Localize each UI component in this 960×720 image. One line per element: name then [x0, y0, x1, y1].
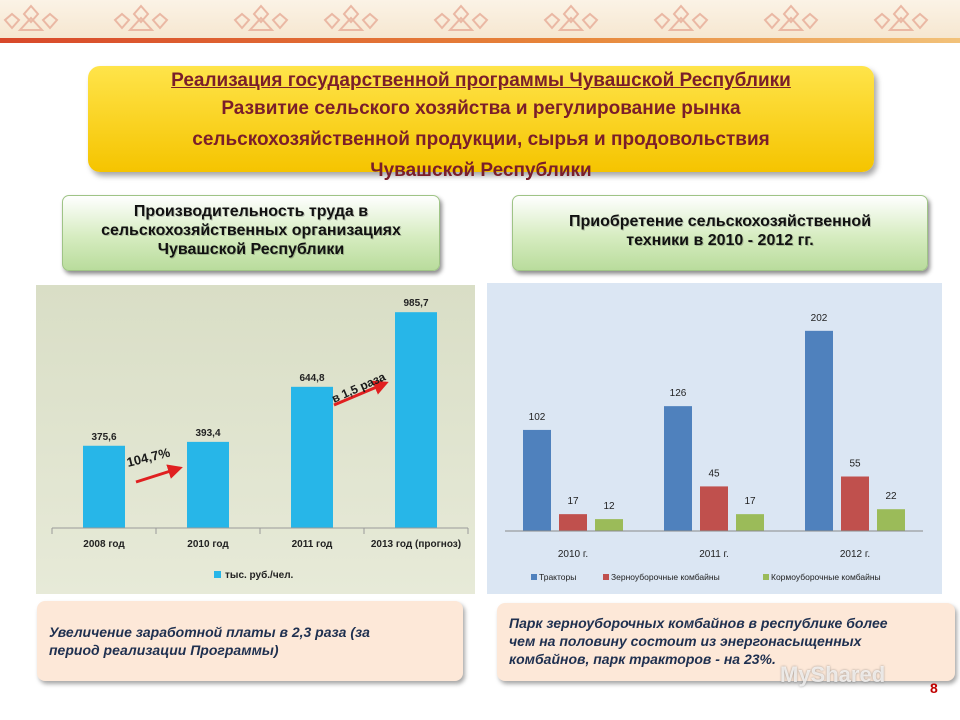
productivity-bar	[291, 386, 333, 528]
watermark-text: MyShared	[780, 662, 886, 687]
machinery-category-label: 2011 г.	[699, 549, 729, 560]
legend-swatch	[531, 574, 537, 580]
growth-arrow-icon	[333, 380, 389, 407]
machinery-bar	[805, 330, 833, 531]
machinery-value-label: 202	[811, 313, 828, 324]
program-subtitle-line-3: Чувашской Республики	[370, 160, 592, 181]
machinery-chart-panel: 2010 г. 2011 г. 2012 г. 102 126 202 17 45 55 12 1…	[487, 283, 942, 594]
productivity-chart: 2008 год 2010 год 2011 год 2013 год (прогно…	[51, 298, 469, 581]
productivity-chart-panel: 2008 год 2010 год 2011 год 2013 год (прогно…	[36, 285, 475, 594]
header-divider	[0, 38, 960, 43]
legend-swatch	[603, 574, 609, 580]
ornament-icon	[873, 4, 929, 31]
salary-note-line-2: период реализации Программы)	[49, 642, 279, 658]
legend-label: тыс. руб./чел.	[225, 569, 294, 581]
machinery-bar	[559, 514, 587, 531]
machinery-value-label: 102	[529, 412, 546, 423]
machinery-header-line-2: техники в 2010 - 2012 гг.	[626, 232, 814, 249]
machinery-bar	[523, 429, 551, 531]
ornament-icon	[543, 4, 599, 31]
machinery-value-label: 55	[849, 459, 861, 470]
machinery-category-label: 2012 г.	[840, 549, 870, 560]
ornament-icon	[323, 4, 379, 31]
labor-header-line-3: Чувашской Республики	[157, 241, 345, 258]
machinery-value-label: 17	[567, 496, 579, 507]
fleet-note-line-2: чем на половину состоит из энергонасыщен…	[509, 633, 862, 649]
labor-header-line-2: сельскохозяйственных организациях	[101, 222, 401, 239]
salary-note: Увеличение заработной платы в 2,3 раза (…	[37, 601, 463, 681]
ornament-icon	[653, 4, 709, 31]
machinery-chart: 2010 г. 2011 г. 2012 г. 102 126 202 17 45 55 12 1…	[505, 313, 923, 582]
program-title: Реализация государственной программы Чув…	[171, 70, 791, 91]
fleet-note: Парк зерноуборочных комбайнов в республи…	[497, 603, 955, 681]
machinery-value-label: 126	[670, 388, 687, 399]
machinery-value-label: 12	[603, 501, 615, 512]
ornament-icon	[3, 4, 59, 31]
machinery-bar	[736, 514, 764, 531]
machinery-category-label: 2010 г.	[558, 549, 588, 560]
machinery-value-label: 22	[885, 491, 897, 502]
machinery-header-line-1: Приобретение сельскохозяйственной	[568, 213, 872, 230]
labor-header-line-1: Производительность труда в	[133, 203, 369, 220]
program-subtitle-line-2: сельскохозяйственной продукции, сырья и …	[192, 129, 770, 150]
machinery-bar	[595, 519, 623, 531]
machinery-bar	[841, 476, 869, 531]
legend-swatch	[214, 571, 221, 578]
header-band	[0, 0, 960, 40]
productivity-value-label: 644,8	[299, 373, 324, 384]
growth-arrow-icon	[135, 464, 183, 484]
legend-label: Кормоуборочные комбайны	[771, 572, 881, 582]
page-number: 8	[930, 680, 938, 696]
machinery-value-label: 45	[708, 468, 720, 479]
fleet-note-line-1: Парк зерноуборочных комбайнов в республи…	[509, 615, 888, 631]
productivity-category-label: 2010 год	[187, 539, 229, 550]
legend-swatch	[763, 574, 769, 580]
productivity-value-label: 985,7	[403, 298, 428, 309]
legend-label: Зерноуборочные комбайны	[611, 572, 720, 582]
productivity-bar	[187, 441, 229, 528]
productivity-category-label: 2013 год (прогноз)	[371, 539, 461, 550]
machinery-header: Приобретение сельскохозяйственной техник…	[512, 195, 928, 271]
program-subtitle-line-1: Развитие сельского хозяйства и регулиров…	[221, 98, 741, 119]
growth-annotation: 104,7%	[125, 445, 172, 470]
ornament-icon	[763, 4, 819, 31]
title-banner: Реализация государственной программы Чув…	[88, 66, 874, 181]
ornament-icon	[433, 4, 489, 31]
productivity-bar	[83, 445, 125, 528]
productivity-value-label: 375,6	[91, 432, 116, 443]
productivity-category-label: 2008 год	[83, 539, 125, 550]
productivity-value-label: 393,4	[195, 428, 220, 439]
growth-annotation: в 1,5 раза	[330, 369, 388, 405]
machinery-bar	[700, 486, 728, 531]
salary-note-line-1: Увеличение заработной платы в 2,3 раза (…	[49, 624, 370, 640]
machinery-bar	[664, 406, 692, 531]
ornament-icon	[113, 4, 169, 31]
productivity-bar	[395, 312, 437, 528]
labor-productivity-header: Производительность труда в сельскохозяйс…	[62, 195, 440, 271]
fleet-note-line-3: комбайнов, парк тракторов - на 23%.	[509, 651, 776, 667]
machinery-value-label: 17	[744, 496, 756, 507]
productivity-category-label: 2011 год	[292, 539, 333, 550]
legend-label: Тракторы	[539, 572, 576, 582]
ornament-icon	[233, 4, 289, 31]
machinery-bar	[877, 509, 905, 531]
